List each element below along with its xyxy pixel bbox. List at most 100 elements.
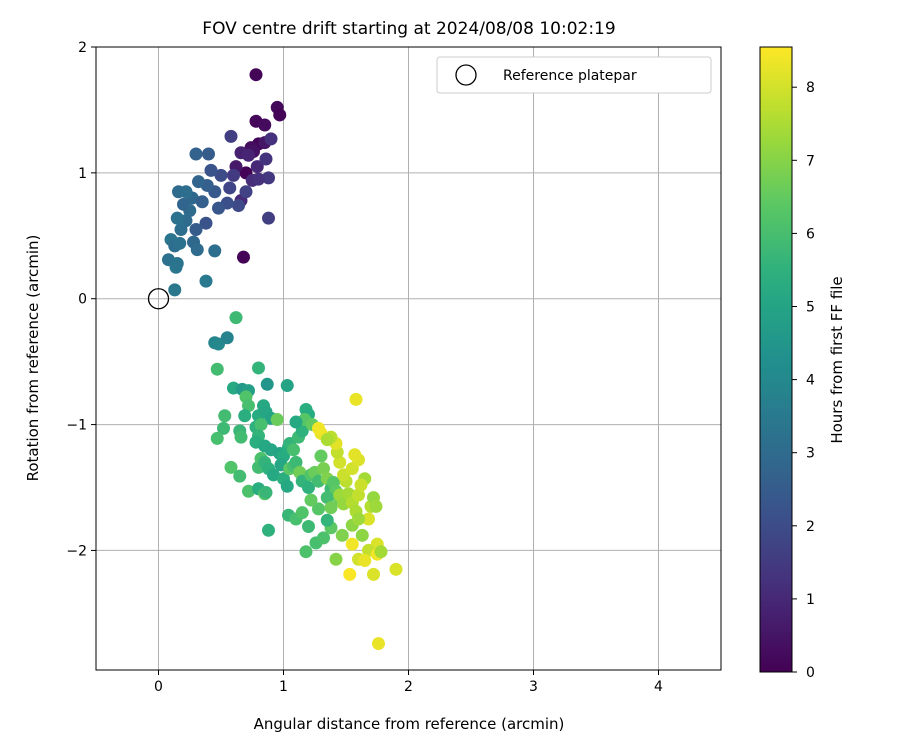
y-tick-label: 1 xyxy=(78,166,87,182)
data-point xyxy=(354,478,368,492)
data-point xyxy=(232,199,245,213)
colorbar-tick-label: 6 xyxy=(806,226,815,242)
legend-marker-icon xyxy=(455,64,477,86)
data-point xyxy=(302,520,315,534)
data-point xyxy=(324,501,338,515)
data-point xyxy=(218,409,232,423)
data-point xyxy=(270,413,284,427)
reference-platepar-marker xyxy=(147,288,170,310)
data-point xyxy=(168,283,182,297)
data-point xyxy=(355,528,369,542)
data-point xyxy=(220,331,234,345)
data-point xyxy=(170,256,184,270)
data-point xyxy=(343,567,357,581)
data-point xyxy=(170,211,184,225)
data-point xyxy=(367,567,380,581)
data-point xyxy=(289,455,303,469)
data-point xyxy=(312,502,325,516)
data-point xyxy=(348,448,362,462)
x-tick-label: 1 xyxy=(279,679,288,695)
data-point xyxy=(199,216,213,230)
colorbar: 0 1 2 3 4 5 6 7 8 Hours from first FF file xyxy=(759,46,846,681)
data-point xyxy=(259,152,273,166)
data-point xyxy=(287,443,300,457)
data-point xyxy=(249,68,263,82)
data-point xyxy=(223,181,237,195)
data-point xyxy=(242,484,255,498)
y-tick-label: 0 xyxy=(78,292,87,308)
data-point xyxy=(362,512,375,526)
data-point xyxy=(202,147,215,161)
data-point xyxy=(242,148,255,162)
data-point xyxy=(320,433,334,447)
data-point xyxy=(179,185,193,199)
data-point xyxy=(352,512,365,526)
data-point xyxy=(189,222,203,236)
data-point xyxy=(189,147,203,161)
x-tick-label: 2 xyxy=(404,679,413,695)
colorbar-tick-label: 0 xyxy=(806,665,815,681)
data-point xyxy=(317,462,330,476)
data-point xyxy=(262,211,275,225)
data-point xyxy=(374,545,388,559)
data-point xyxy=(174,222,188,236)
x-tick-label: 4 xyxy=(654,679,663,695)
colorbar-tick-label: 1 xyxy=(806,592,815,608)
data-point xyxy=(252,172,265,186)
data-point xyxy=(195,195,209,209)
data-point xyxy=(260,377,274,391)
colorbar-tick-label: 4 xyxy=(806,373,815,389)
data-point xyxy=(333,455,347,469)
data-point xyxy=(259,486,273,500)
data-point xyxy=(177,197,190,211)
axis-ticks: 0 1 2 3 4 −2 −1 0 1 2 xyxy=(66,40,663,695)
data-point xyxy=(204,163,218,177)
data-point xyxy=(190,243,204,257)
y-axis-label: Rotation from reference (arcmin) xyxy=(24,235,42,482)
data-point xyxy=(317,531,330,545)
data-point xyxy=(372,637,385,651)
data-point xyxy=(199,274,213,288)
data-point xyxy=(208,244,222,258)
data-point xyxy=(262,171,275,185)
data-point xyxy=(304,493,318,507)
data-point xyxy=(258,118,272,132)
legend-entry-reference-platepar: Reference platepar xyxy=(503,68,637,84)
data-point xyxy=(217,421,230,435)
data-point xyxy=(173,236,187,250)
colorbar-tick-label: 2 xyxy=(806,519,815,535)
data-point xyxy=(295,506,309,520)
y-tick-label: −2 xyxy=(66,543,87,559)
x-axis-label: Angular distance from reference (arcmin) xyxy=(254,715,565,733)
data-point xyxy=(369,499,383,513)
data-point xyxy=(227,168,240,182)
data-point xyxy=(280,479,294,493)
colorbar-tick-label: 7 xyxy=(806,153,815,169)
data-point xyxy=(252,361,265,375)
data-point xyxy=(320,491,334,505)
data-point xyxy=(389,562,403,576)
data-point xyxy=(289,415,303,429)
data-point xyxy=(352,488,365,502)
data-point xyxy=(239,185,253,199)
chart-title: FOV centre drift starting at 2024/08/08 … xyxy=(202,19,615,39)
colorbar-label: Hours from first FF file xyxy=(828,276,846,443)
colorbar-tick-label: 8 xyxy=(806,80,815,96)
data-point xyxy=(210,431,224,445)
colorbar-gradient xyxy=(759,46,793,673)
legend: Reference platepar xyxy=(436,56,712,94)
data-point xyxy=(192,175,205,189)
data-point xyxy=(312,421,325,435)
data-point xyxy=(320,513,334,527)
data-points xyxy=(162,68,403,651)
data-point xyxy=(299,545,313,559)
data-point xyxy=(214,168,228,182)
data-point xyxy=(237,250,250,264)
y-tick-label: −1 xyxy=(66,418,87,434)
y-tick-label: 2 xyxy=(78,40,87,56)
colorbar-ticks: 0 1 2 3 4 5 6 7 8 xyxy=(792,80,815,681)
data-point xyxy=(335,528,349,542)
data-point xyxy=(242,399,255,413)
colorbar-tick-label: 5 xyxy=(806,300,815,316)
